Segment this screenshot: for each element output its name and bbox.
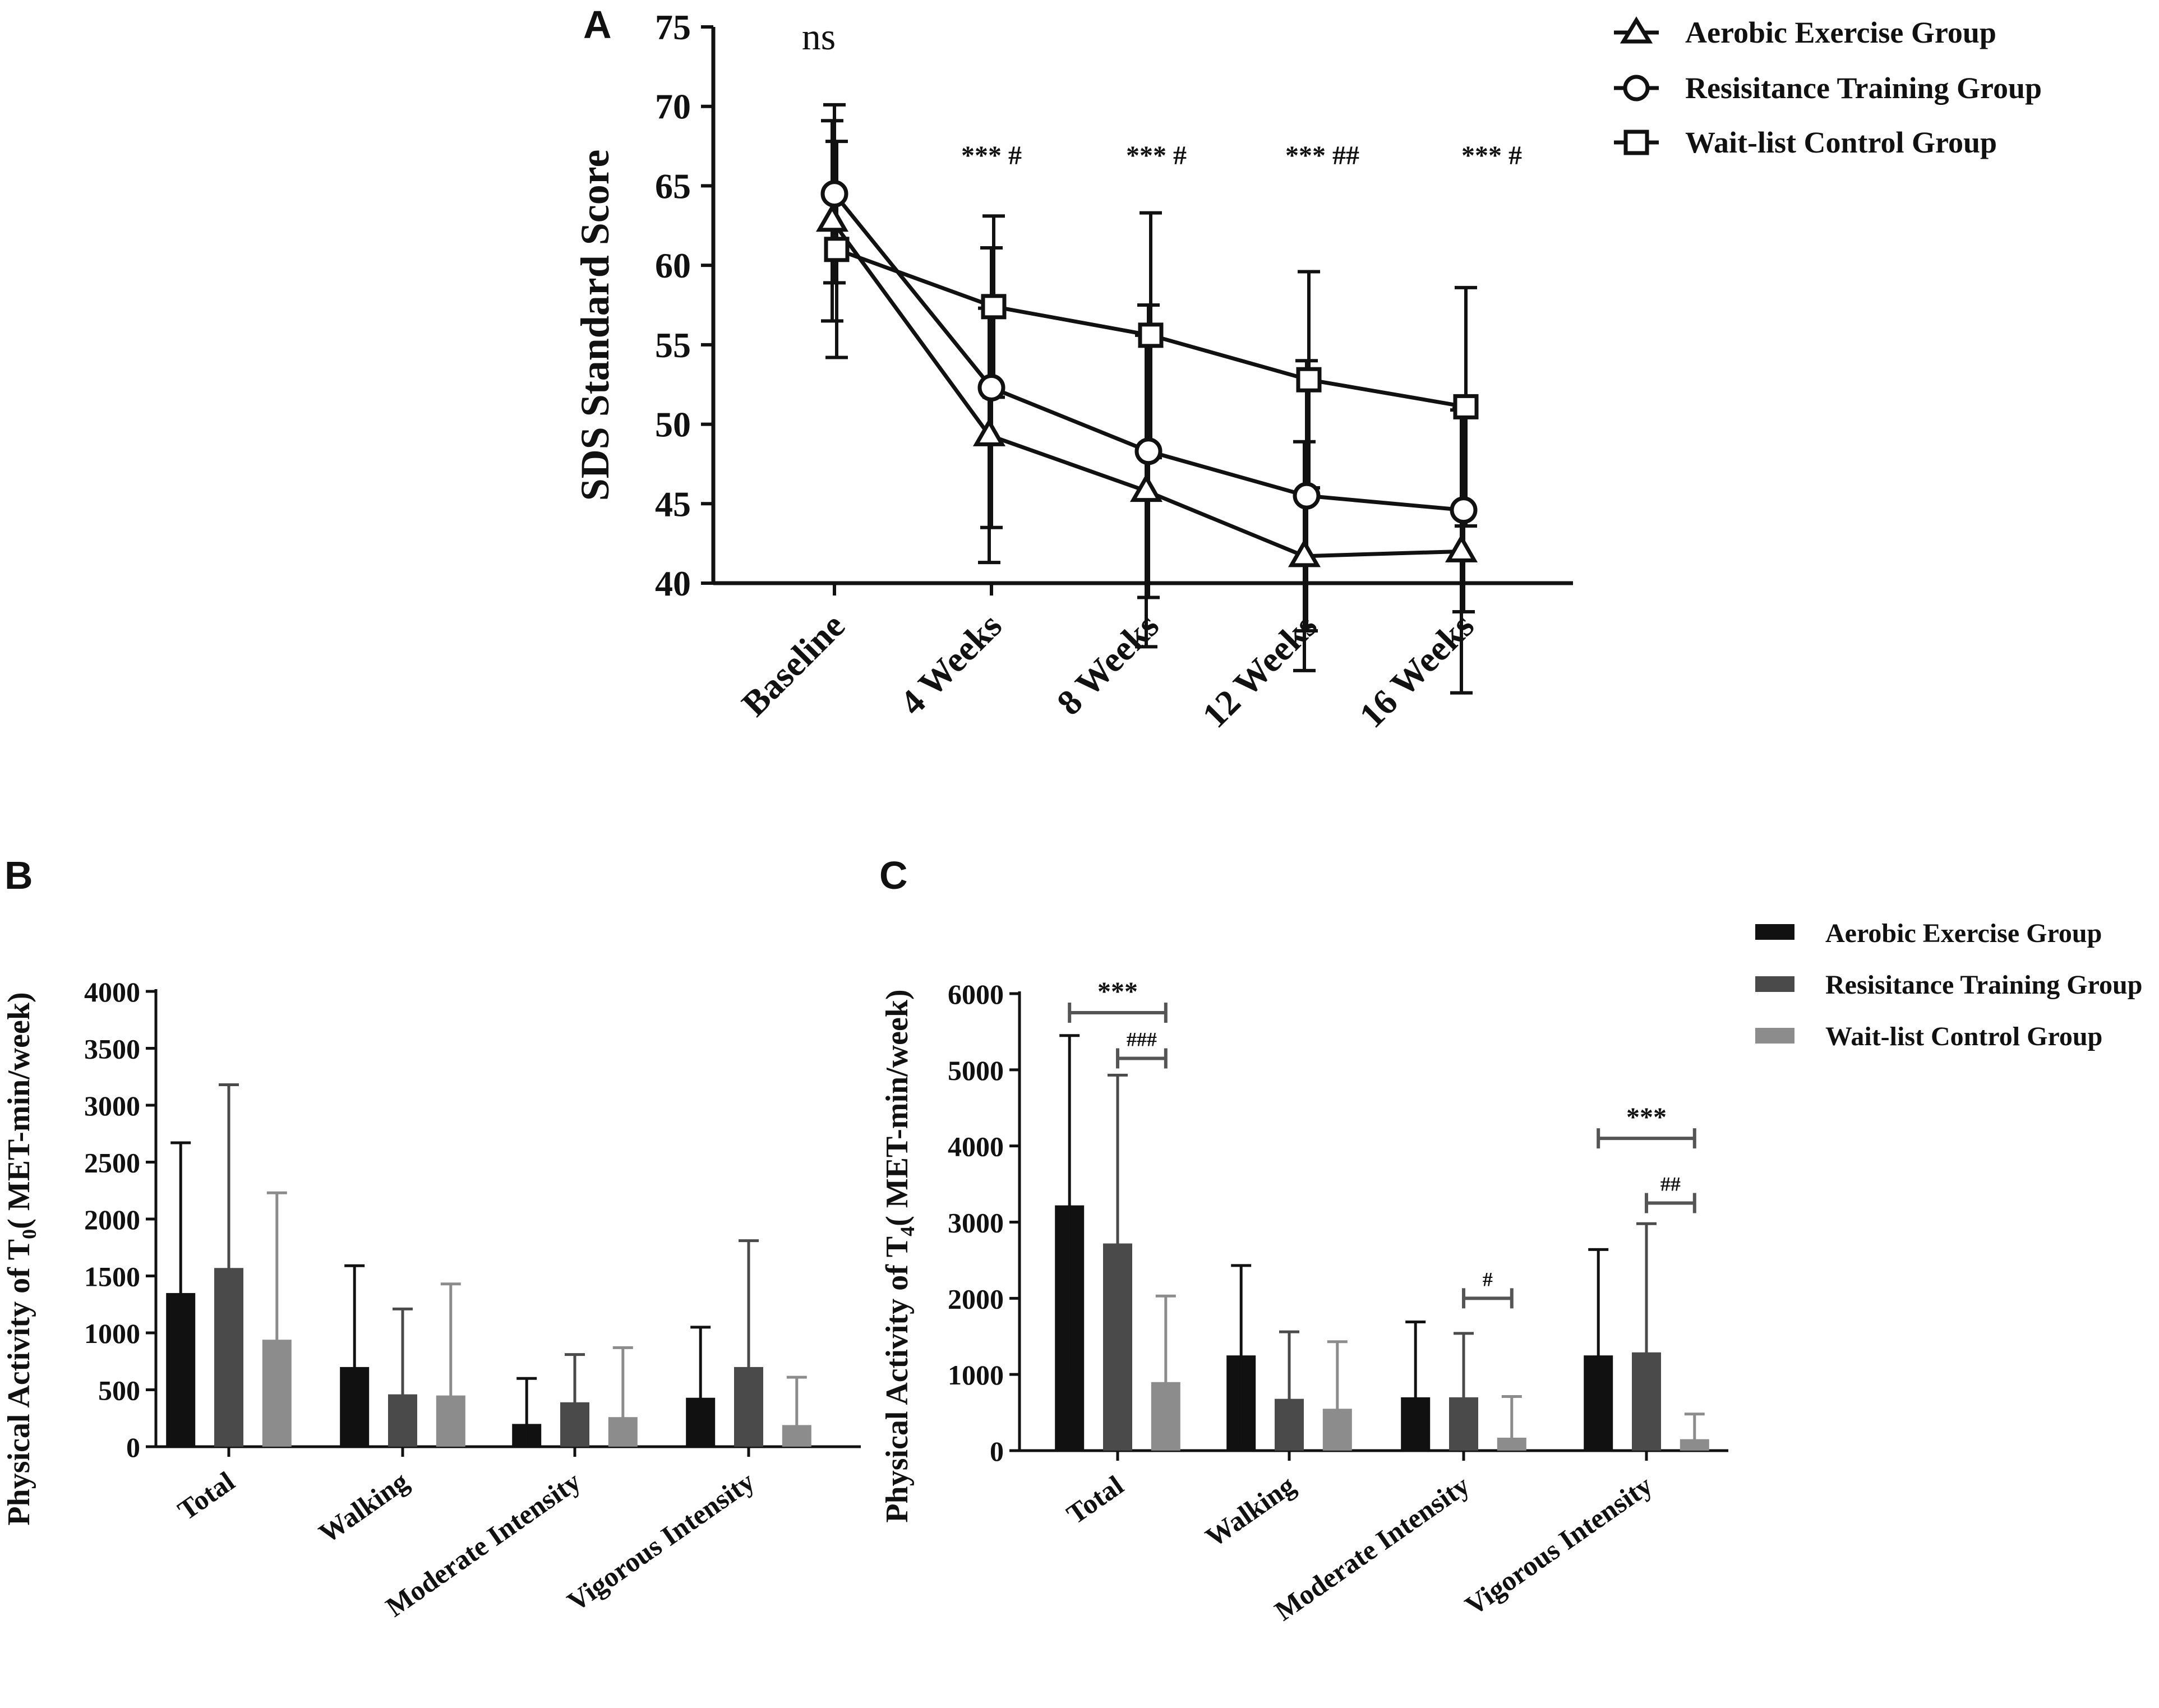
panel-c-y-axis-title: Physical Activity of T4( MET-min/week)	[880, 989, 919, 1522]
legend-c-item-aerobic: Aerobic Exercise Group	[1755, 918, 2102, 948]
panel-a-data-point	[1129, 473, 1163, 502]
panel-b-y-tick-label: 2500	[84, 1147, 140, 1179]
panel-a-y-tick-label: 40	[655, 564, 691, 603]
panel-c-x-tick-label: Moderate Intensity	[1269, 1469, 1475, 1627]
panel-c-legend: Aerobic Exercise Group Resisitance Train…	[1755, 918, 2142, 1051]
panel-a-significance-label: *** #	[1461, 141, 1522, 170]
panel-c-comparison-label: ###	[1127, 1028, 1157, 1050]
panel-a-y-tick-label: 60	[655, 246, 691, 285]
panel-b-y-tick-label: 2000	[84, 1204, 140, 1235]
square-marker-icon	[1623, 130, 1649, 155]
legend-swatch-waitlist	[1755, 1028, 1794, 1044]
panel-a-data-point	[1138, 322, 1164, 348]
legend-a-item-aerobic: Aerobic Exercise Group	[1614, 16, 1996, 49]
panel-a-data-point	[972, 418, 1006, 446]
panel-a-data-point	[820, 180, 848, 208]
panel-a-significance-label: *** #	[1126, 141, 1187, 170]
panel-a-y-tick-label: 70	[655, 87, 691, 127]
panel-b-y-axis-title: Physical Activity of T0( MET-min/week)	[2, 992, 40, 1525]
panel-c-comparison-label: ***	[1097, 977, 1138, 1007]
panel-b-y-tick-label: 0	[126, 1432, 140, 1463]
panel-a-y-tick-label: 50	[655, 405, 691, 445]
panel-a-annotation-ns: ns	[802, 15, 836, 58]
panel-c-y-tick-label: 0	[990, 1435, 1004, 1467]
svg-text:Aerobic Exercise Group: Aerobic Exercise Group	[1825, 918, 2102, 948]
panel-a-legend: Aerobic Exercise Group Resisitance Train…	[1614, 16, 2042, 159]
svg-text:Wait-list Control Group: Wait-list Control Group	[1685, 126, 1997, 159]
panel-a-y-tick-label: 45	[655, 484, 691, 524]
panel-b-bar-chart: 0 500 1000 1500 2000 2500 3000 3500 4000 Total Wal…	[84, 976, 861, 1623]
legend-a-item-resistance: Resisitance Training Group	[1614, 71, 2042, 105]
svg-text:Resisitance Training Group: Resisitance Training Group	[1825, 970, 2142, 1000]
legend-a-item-waitlist: Wait-list Control Group	[1614, 126, 1997, 159]
panel-c-comparison-label: #	[1483, 1268, 1493, 1290]
panel-a-data-point	[1134, 437, 1162, 465]
panel-c-x-tick-label: Walking	[1200, 1469, 1300, 1553]
panel-a-x-tick-label: Baseline	[734, 606, 852, 724]
panel-a-x-tick-label: 4 Weeks	[892, 606, 1009, 723]
panel-a-data-point	[1296, 367, 1322, 393]
panel-a-data-point	[1445, 534, 1478, 562]
panel-b-y-tick-label: 1500	[84, 1261, 140, 1292]
panel-c-x-tick-label: Total	[1061, 1469, 1129, 1530]
panel-a-data-point	[981, 294, 1007, 320]
panel-a-data-point	[815, 203, 849, 232]
panel-a-significance-label: *** ##	[1285, 141, 1359, 170]
panel-b-y-tick-label: 3000	[84, 1090, 140, 1121]
panel-c-bar-chart: 0 1000 2000 3000 4000 5000 6000 Total WalkingMod…	[948, 977, 1728, 1627]
panel-label-c: C	[879, 853, 908, 897]
panel-a-data-point	[977, 373, 1005, 401]
panel-a-y-tick-label: 75	[655, 7, 691, 47]
svg-text:Aerobic Exercise Group: Aerobic Exercise Group	[1685, 16, 1996, 49]
panel-b-y-tick-label: 500	[98, 1375, 140, 1406]
legend-c-item-resistance: Resisitance Training Group	[1755, 970, 2142, 1000]
panel-b-x-tick-label: Total	[172, 1465, 241, 1526]
panel-a-data-point	[824, 237, 850, 262]
panel-b-y-tick-label: 3500	[84, 1033, 140, 1065]
circle-marker-icon	[1623, 75, 1650, 101]
legend-swatch-resistance	[1755, 976, 1794, 992]
panel-b-x-tick-label: Vigorous Intensity	[561, 1465, 760, 1617]
panel-a-significance-label: *** #	[961, 141, 1022, 170]
panel-label-b: B	[4, 853, 33, 897]
panel-c-comparison-label: ##	[1660, 1173, 1681, 1195]
panel-c-y-tick-label: 2000	[948, 1283, 1004, 1314]
panel-a-y-tick-label: 55	[655, 325, 691, 365]
panel-b-y-tick-label: 1000	[84, 1318, 140, 1349]
panel-c-y-tick-label: 1000	[948, 1359, 1004, 1391]
panel-a-y-axis-title: SDS Standard Score	[573, 150, 617, 501]
panel-c-y-tick-label: 4000	[948, 1131, 1004, 1162]
legend-c-item-waitlist: Wait-list Control Group	[1755, 1022, 2102, 1051]
panel-c-y-tick-label: 5000	[948, 1055, 1004, 1086]
panel-b-y-tick-label: 4000	[84, 976, 140, 1008]
panel-c-y-tick-label: 3000	[948, 1207, 1004, 1239]
panel-label-a: A	[583, 3, 612, 47]
panel-a-data-point	[1450, 496, 1478, 524]
panel-a-data-point	[1293, 482, 1321, 510]
panel-c-comparison-label: ***	[1626, 1102, 1667, 1132]
panel-a-data-point	[1288, 538, 1321, 567]
panel-a-y-tick-label: 65	[655, 166, 691, 206]
panel-c-x-tick-label: Vigorous Intensity	[1459, 1469, 1658, 1621]
legend-swatch-aerobic	[1755, 924, 1794, 940]
panel-a-x-tick-label: 8 Weeks	[1049, 606, 1166, 723]
svg-text:Resisitance Training Group: Resisitance Training Group	[1685, 71, 2042, 105]
triangle-marker-icon	[1620, 16, 1653, 44]
panel-c-y-tick-label: 6000	[948, 978, 1004, 1010]
panel-a-data-point	[1453, 394, 1479, 419]
svg-text:Wait-list Control Group: Wait-list Control Group	[1825, 1022, 2102, 1051]
panel-b-x-tick-label: Walking	[313, 1465, 414, 1549]
